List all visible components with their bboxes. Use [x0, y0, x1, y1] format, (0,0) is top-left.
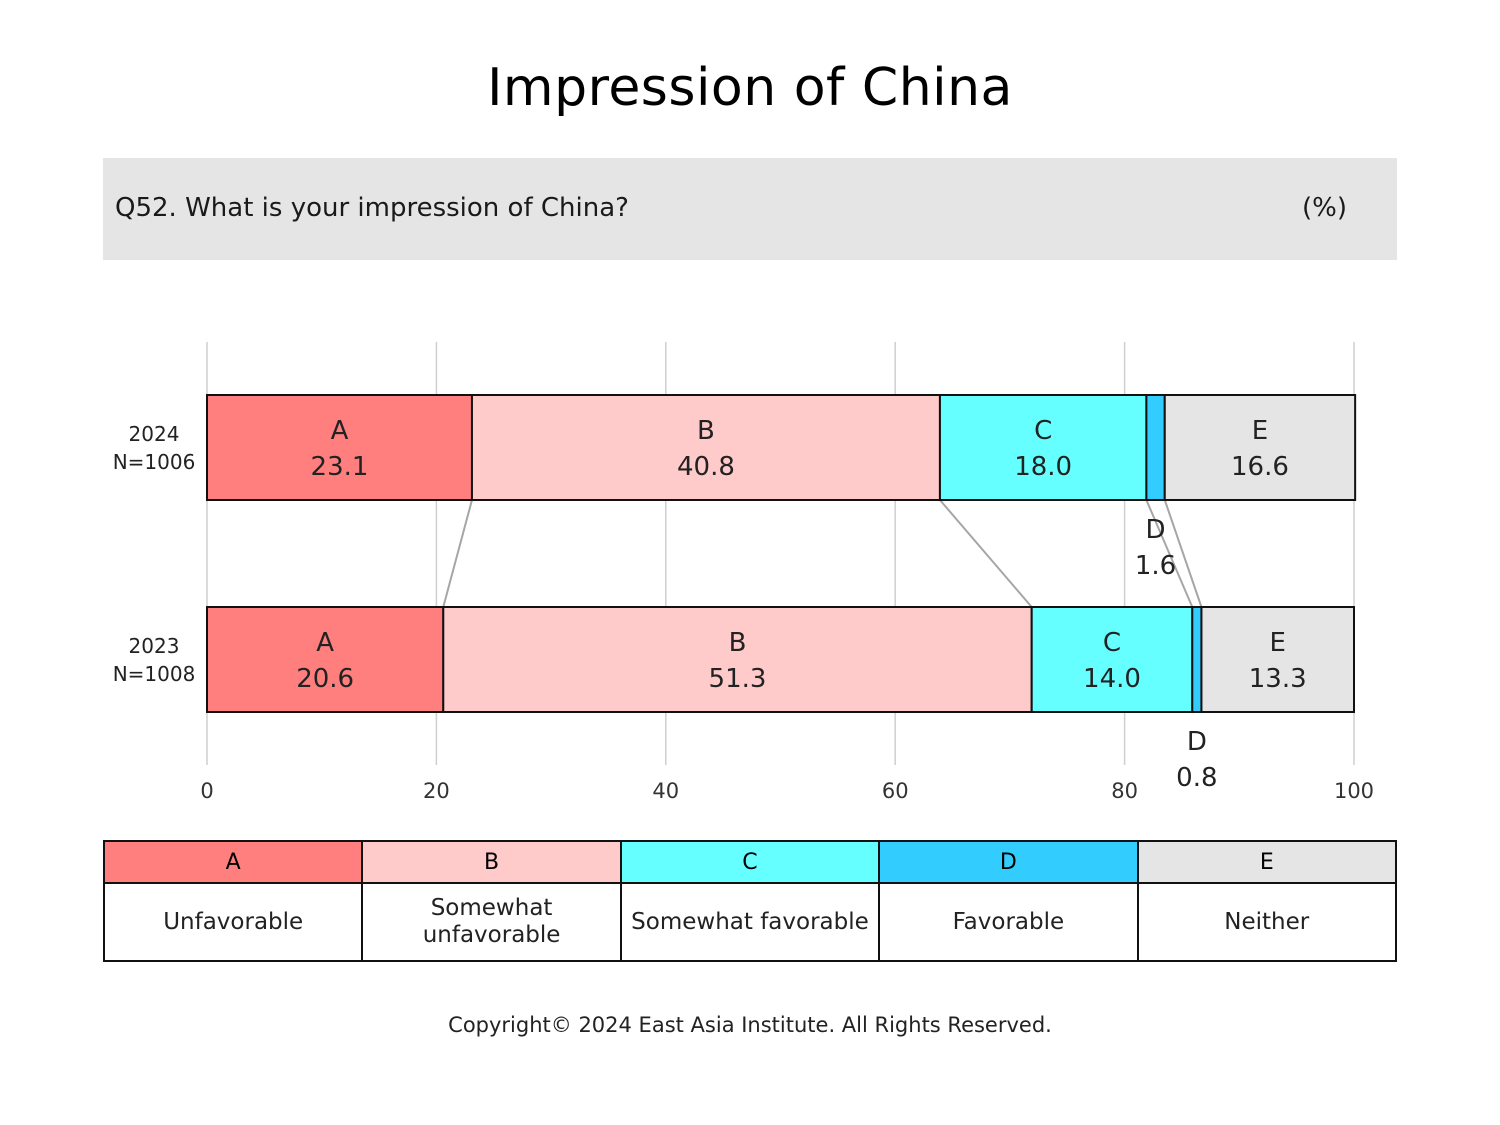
- row-sample-size: N=1008: [113, 662, 196, 686]
- connector-line: [442, 499, 473, 608]
- legend-desc-text: Unfavorable: [163, 908, 304, 935]
- segment-value-label: 1.6: [1135, 551, 1176, 581]
- x-tick-label: 0: [200, 779, 213, 803]
- question-bar: Q52. What is your impression of China? (…: [103, 158, 1397, 260]
- segment-key-label: A: [331, 416, 349, 446]
- row-sample-size: N=1006: [113, 450, 196, 474]
- connector-line: [1145, 499, 1194, 608]
- bar-segment-b: [442, 606, 1033, 713]
- legend-key-e: E: [1136, 840, 1398, 884]
- legend-desc-e: Neither: [1136, 882, 1398, 962]
- x-tick-label: 100: [1334, 779, 1374, 803]
- legend-desc-a: Unfavorable: [102, 882, 364, 962]
- copyright-text: Copyright© 2024 East Asia Institute. All…: [448, 1013, 1052, 1037]
- bar-segment-c: [1030, 606, 1194, 713]
- bar-segment-b: [470, 394, 941, 501]
- x-tick-label: 60: [882, 779, 909, 803]
- bar-segment-e: [1163, 394, 1357, 501]
- segment-value-label: 51.3: [709, 664, 767, 694]
- segment-value-label: 16.6: [1231, 452, 1289, 482]
- legend-desc-c: Somewhat favorable: [619, 882, 881, 962]
- bar-segment-d: [1191, 606, 1203, 713]
- segment-value-label: 0.8: [1176, 763, 1217, 793]
- legend-key-a: A: [102, 840, 364, 884]
- bar-segment-a: [206, 606, 445, 713]
- bar-segment-d: [1145, 394, 1166, 501]
- legend-desc-text: Neither: [1224, 908, 1310, 935]
- segment-key-label: E: [1270, 628, 1286, 658]
- segment-key-label: D: [1187, 727, 1207, 757]
- legend-desc-text: Somewhat favorable: [631, 908, 869, 935]
- segment-key-label: C: [1034, 416, 1052, 446]
- bar-segment-a: [206, 394, 473, 501]
- segment-key-label: A: [316, 628, 334, 658]
- segment-key-label: E: [1252, 416, 1268, 446]
- x-tick-label: 40: [652, 779, 679, 803]
- segment-key-label: B: [729, 628, 747, 658]
- row-label: 2023: [129, 634, 180, 658]
- legend-key-c: C: [619, 840, 881, 884]
- legend-desc-text: Somewhat unfavorable: [422, 895, 561, 948]
- segment-value-label: 23.1: [311, 452, 369, 482]
- stacked-bar-chart: 0 20 40 60 80 100 A 23.1 B 40.8 C 18.0 D 1.6 E 16.6 2024…: [113, 342, 1374, 803]
- unit-label: (%): [1302, 193, 1347, 223]
- segment-key-label: D: [1146, 515, 1166, 545]
- segment-value-label: 13.3: [1249, 664, 1307, 694]
- x-tick-label: 80: [1111, 779, 1138, 803]
- legend-desc-d: Favorable: [878, 882, 1139, 962]
- legend-desc-b: Somewhat unfavorable: [361, 882, 622, 962]
- legend-key-b: B: [361, 840, 622, 884]
- segment-value-label: 14.0: [1083, 664, 1141, 694]
- legend-table: A B C D E Unfavorable Somewhat unfavorab…: [102, 840, 1398, 962]
- segment-value-label: 40.8: [677, 452, 735, 482]
- legend-key-d: D: [878, 840, 1139, 884]
- question-text: Q52. What is your impression of China?: [115, 193, 629, 223]
- legend-desc-text: Favorable: [952, 908, 1065, 935]
- segment-value-label: 20.6: [296, 664, 354, 694]
- segment-key-label: C: [1103, 628, 1121, 658]
- segment-value-label: 18.0: [1014, 452, 1072, 482]
- connector-line: [1163, 499, 1203, 608]
- connector-line: [939, 499, 1033, 608]
- chart-title: Impression of China: [487, 58, 1013, 118]
- segment-key-label: B: [697, 416, 715, 446]
- x-tick-label: 20: [423, 779, 450, 803]
- bar-segment-c: [938, 394, 1148, 501]
- bar-segment-e: [1200, 606, 1355, 713]
- row-label: 2024: [129, 422, 180, 446]
